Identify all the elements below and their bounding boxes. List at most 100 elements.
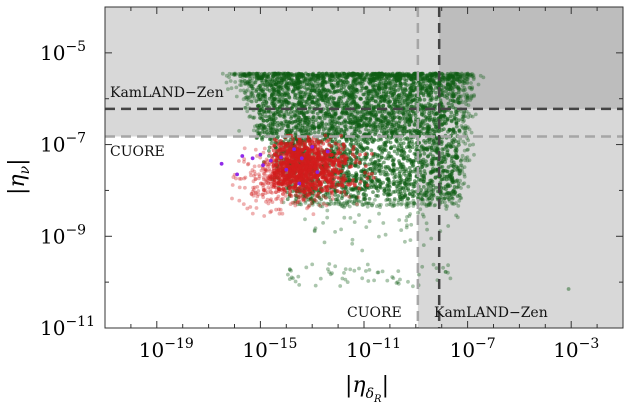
- data-point-green: [385, 197, 390, 202]
- data-point-green: [425, 87, 430, 92]
- data-point-green: [387, 188, 392, 193]
- data-point-green: [397, 161, 402, 165]
- data-point-green: [350, 237, 355, 242]
- data-point-green: [383, 120, 388, 124]
- data-point-green: [457, 172, 462, 176]
- data-point-green: [406, 279, 410, 284]
- data-point-green: [249, 99, 254, 104]
- data-point-green: [382, 147, 387, 152]
- data-point-green: [320, 71, 325, 76]
- data-point-green: [250, 115, 255, 120]
- data-point-green: [375, 164, 379, 169]
- data-point-green: [324, 71, 329, 76]
- data-point-green: [247, 84, 252, 89]
- data-point-green: [433, 203, 438, 207]
- data-point-green: [343, 93, 348, 98]
- data-point-green: [468, 73, 472, 78]
- data-point-green: [269, 141, 274, 146]
- data-point-green: [310, 84, 315, 89]
- data-point-green: [396, 181, 401, 185]
- data-point-green: [288, 267, 292, 272]
- data-point-red: [336, 142, 341, 147]
- data-point-red: [323, 133, 328, 138]
- data-point-green: [397, 128, 401, 133]
- data-point-red: [263, 182, 267, 186]
- data-point-green: [351, 92, 356, 97]
- data-point-green: [350, 241, 355, 246]
- data-point-green: [459, 158, 463, 163]
- data-point-green: [440, 160, 445, 165]
- data-point-green: [481, 75, 486, 80]
- data-point-green: [365, 145, 369, 150]
- data-point-green: [242, 81, 247, 86]
- data-point-green: [321, 77, 326, 81]
- data-point-green: [357, 266, 361, 271]
- data-point-green: [298, 119, 303, 124]
- data-point-red: [268, 175, 273, 180]
- data-point-green: [448, 128, 452, 133]
- data-point-green: [387, 151, 391, 155]
- data-point-green: [243, 73, 247, 78]
- data-point-green: [396, 93, 401, 98]
- data-point-green: [253, 80, 258, 85]
- data-point-green: [401, 101, 405, 106]
- data-point-green: [367, 162, 371, 167]
- data-point-green: [281, 123, 286, 128]
- data-point-green: [325, 106, 330, 111]
- data-point-green: [343, 118, 347, 123]
- data-point-green: [335, 120, 340, 124]
- data-point-green: [260, 80, 265, 85]
- data-point-green: [292, 102, 297, 107]
- data-point-green: [357, 75, 362, 80]
- data-point-green: [377, 77, 382, 82]
- data-point-red: [363, 164, 368, 169]
- data-point-green: [351, 201, 356, 206]
- data-point-green: [432, 203, 437, 208]
- data-point-green: [354, 175, 359, 180]
- data-point-green: [425, 227, 429, 232]
- data-point-red: [329, 144, 334, 148]
- data-point-green: [420, 212, 425, 217]
- data-point-green: [462, 81, 467, 85]
- data-point-green: [338, 202, 343, 207]
- data-point-green: [345, 200, 350, 205]
- data-point-green: [286, 123, 290, 128]
- data-point-green: [310, 201, 315, 206]
- data-point-red: [250, 168, 255, 172]
- data-point-green: [348, 125, 353, 130]
- data-point-green: [398, 83, 403, 88]
- data-point-green: [464, 126, 469, 131]
- data-point-green: [465, 94, 470, 98]
- data-point-green: [421, 243, 426, 248]
- data-point-green: [289, 81, 294, 86]
- data-point-green: [289, 268, 293, 273]
- data-point-green: [263, 94, 268, 99]
- data-point-green: [373, 130, 378, 135]
- data-point-green: [307, 72, 312, 77]
- data-point-green: [425, 83, 429, 88]
- data-point-green: [320, 121, 325, 126]
- data-point-green: [321, 113, 326, 118]
- data-point-green: [326, 128, 331, 133]
- data-point-green: [339, 115, 344, 119]
- data-point-green: [321, 127, 326, 132]
- data-point-green: [387, 198, 392, 202]
- data-point-green: [368, 123, 373, 127]
- data-point-green: [405, 202, 410, 207]
- data-point-green: [248, 95, 253, 100]
- data-point-green: [243, 106, 247, 110]
- data-point-red: [337, 146, 342, 151]
- data-point-green: [252, 96, 257, 101]
- data-point-green: [249, 84, 254, 88]
- data-point-green: [416, 160, 421, 165]
- data-point-green: [378, 185, 382, 189]
- data-point-green: [267, 88, 272, 93]
- data-point-green: [426, 202, 431, 207]
- data-point-green: [343, 267, 348, 271]
- data-point-green: [312, 228, 317, 233]
- data-point-green: [395, 187, 400, 191]
- data-point-green: [243, 73, 248, 78]
- data-point-green: [450, 201, 455, 206]
- data-point-green: [362, 75, 367, 80]
- data-point-green: [447, 199, 452, 203]
